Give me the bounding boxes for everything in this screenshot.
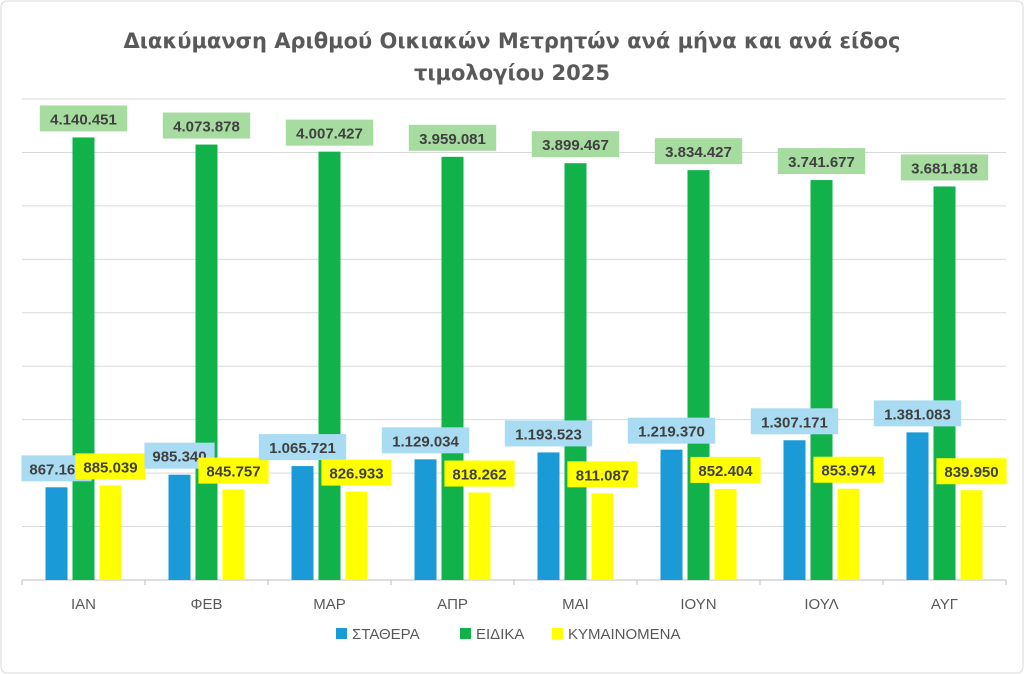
bar-ΕΙΔΙΚΑ — [441, 156, 464, 580]
data-label: 867.161 — [29, 461, 83, 478]
x-tick-label: ΑΠΡ — [437, 596, 468, 613]
x-tick-label: ΙΟΥΝ — [680, 596, 716, 613]
data-labels: 867.161 4.140.451 885.039 985.340 4.073.878 8… — [21, 105, 1007, 488]
data-label: 1.129.034 — [392, 433, 459, 450]
data-label: 1.219.370 — [638, 424, 705, 441]
bar-ΣΤΑΘΕΡΑ — [906, 432, 929, 580]
data-label-bg — [900, 154, 989, 181]
data-label: 3.959.081 — [419, 131, 486, 148]
data-label: 3.834.427 — [665, 144, 732, 161]
data-label: 4.007.427 — [296, 126, 363, 143]
legend-label: ΚΥΜΑΙΝΟΜΕΝΑ — [568, 626, 681, 643]
data-label: 1.065.721 — [269, 440, 336, 457]
data-label-bg — [750, 408, 839, 435]
data-label-bg — [627, 417, 716, 444]
bar-ΚΥΜΑΙΝΟΜΕΝΑ — [960, 490, 983, 580]
data-label: 3.899.467 — [542, 137, 609, 154]
bar-ΕΙΔΙΚΑ — [195, 144, 218, 580]
data-label-bg — [690, 456, 761, 483]
bar-ΣΤΑΘΕΡΑ — [783, 440, 806, 580]
x-tick-label: ΙΑΝ — [71, 596, 96, 613]
data-label: 826.933 — [329, 466, 383, 483]
data-label-bg — [777, 148, 866, 175]
data-label-bg — [162, 112, 251, 139]
data-label: 811.087 — [576, 467, 629, 484]
bar-ΚΥΜΑΙΝΟΜΕΝΑ — [837, 488, 860, 580]
x-axis-ticks: ΙΑΝ ΦΕΒ ΜΑΡ ΑΠΡ ΜΑΙ ΙΟΥΝ ΙΟΥΛ ΑΥΓ — [21, 580, 1007, 613]
data-label: 3.681.818 — [911, 160, 978, 177]
bar-ΚΥΜΑΙΝΟΜΕΝΑ — [714, 488, 737, 580]
data-label: 839.950 — [944, 464, 998, 481]
bar-ΕΙΔΙΚΑ — [810, 180, 833, 580]
data-label: 985.340 — [152, 449, 206, 466]
legend-swatch — [336, 628, 347, 639]
chart-title: Διακύμανση Αριθμού Οικιακών Μετρητών ανά… — [123, 29, 900, 53]
bar-ΣΤΑΘΕΡΑ — [537, 452, 560, 580]
data-label-bg — [654, 138, 743, 165]
data-label: 1.307.171 — [761, 414, 828, 431]
chart-title-line2: τιμολογίου 2025 — [414, 61, 610, 85]
data-label-bg — [198, 457, 269, 484]
data-label: 1.381.083 — [884, 406, 951, 423]
data-label-bg — [531, 131, 620, 158]
bar-ΕΙΔΙΚΑ — [318, 151, 341, 580]
data-label: 818.262 — [452, 467, 506, 484]
data-label-bg — [285, 119, 374, 146]
data-label-bg — [39, 105, 128, 132]
bar-ΣΤΑΘΕΡΑ — [168, 474, 191, 580]
data-label-bg — [444, 460, 515, 487]
data-label-bg — [258, 434, 347, 461]
data-label: 4.140.451 — [50, 111, 117, 128]
bar-ΣΤΑΘΕΡΑ — [291, 466, 314, 580]
data-label: 885.039 — [83, 459, 137, 476]
data-label-bg — [504, 420, 593, 447]
data-label: 853.974 — [821, 463, 876, 480]
data-label-bg — [321, 459, 392, 486]
data-label: 1.193.523 — [515, 426, 582, 443]
x-tick-label: ΜΑΡ — [313, 596, 346, 613]
bar-ΕΙΔΙΚΑ — [72, 137, 95, 580]
data-label-bg — [75, 453, 146, 480]
bar-ΚΥΜΑΙΝΟΜΕΝΑ — [99, 485, 122, 580]
legend-label: ΕΙΔΙΚΑ — [476, 626, 524, 643]
bar-ΚΥΜΑΙΝΟΜΕΝΑ — [591, 493, 614, 580]
x-tick-label: ΜΑΙ — [562, 596, 589, 613]
legend-swatch — [552, 628, 563, 639]
x-tick-label: ΙΟΥΛ — [804, 596, 838, 613]
data-label-bg — [381, 427, 470, 454]
bar-ΕΙΔΙΚΑ — [687, 170, 710, 580]
bar-ΚΥΜΑΙΝΟΜΕΝΑ — [468, 492, 491, 580]
x-tick-label: ΑΥΓ — [931, 596, 958, 613]
data-label-bg — [813, 456, 884, 483]
legend-label: ΣΤΑΘΕΡΑ — [352, 626, 420, 643]
legend-swatch — [460, 628, 471, 639]
data-label-bg — [873, 400, 962, 427]
data-label: 4.073.878 — [173, 119, 240, 136]
bar-ΚΥΜΑΙΝΟΜΕΝΑ — [345, 491, 368, 580]
bar-ΚΥΜΑΙΝΟΜΕΝΑ — [222, 489, 245, 580]
bar-ΣΤΑΘΕΡΑ — [45, 487, 68, 580]
bar-ΕΙΔΙΚΑ — [933, 186, 956, 580]
bar-ΕΙΔΙΚΑ — [564, 163, 587, 580]
data-label: 3.741.677 — [788, 154, 855, 171]
data-label-bg — [408, 124, 497, 151]
legend: ΣΤΑΘΕΡΑ ΕΙΔΙΚΑ ΚΥΜΑΙΝΟΜΕΝΑ — [336, 626, 681, 643]
bar-ΣΤΑΘΕΡΑ — [414, 459, 437, 580]
x-tick-label: ΦΕΒ — [191, 596, 223, 613]
bar-ΣΤΑΘΕΡΑ — [660, 449, 683, 580]
data-label-bg — [936, 458, 1007, 485]
data-label: 845.757 — [206, 464, 260, 481]
data-label-bg — [567, 461, 638, 488]
data-label: 852.404 — [698, 463, 753, 480]
